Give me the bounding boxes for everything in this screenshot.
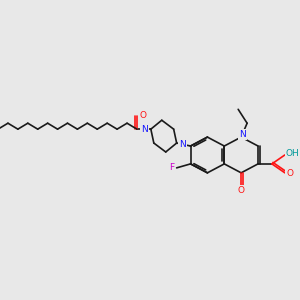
Text: OH: OH — [286, 149, 300, 158]
Text: O: O — [238, 186, 245, 195]
Text: N: N — [179, 140, 186, 148]
Text: N: N — [239, 130, 245, 139]
Text: O: O — [140, 111, 146, 120]
Text: O: O — [286, 169, 293, 178]
Text: F: F — [169, 164, 174, 172]
Text: N: N — [142, 125, 148, 134]
